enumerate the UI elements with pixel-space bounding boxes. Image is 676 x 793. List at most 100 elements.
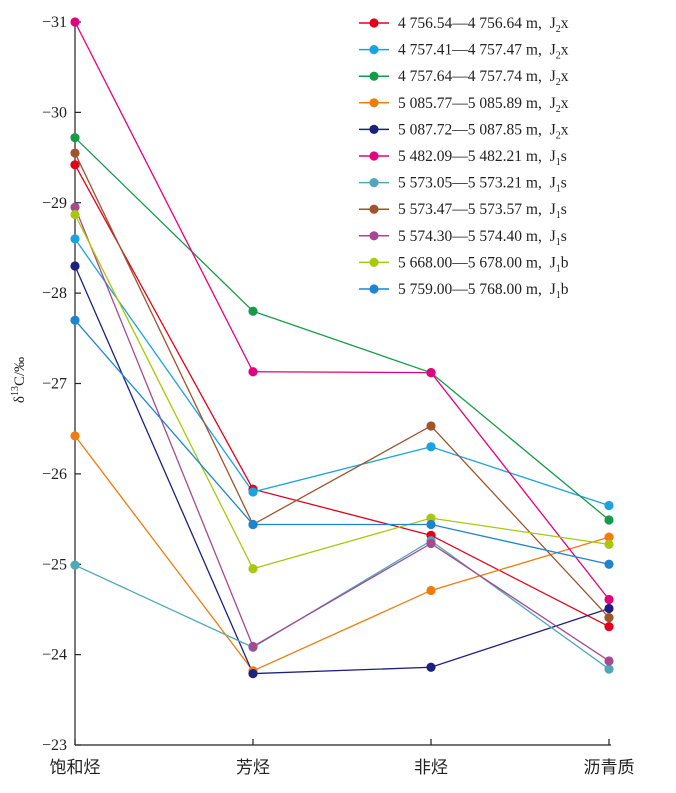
data-point [604,515,614,525]
series-line-2 [74,238,610,507]
series-line-4 [74,435,610,672]
series-line-11 [74,319,610,565]
data-point [604,664,614,674]
data-point [248,564,258,574]
data-point [70,133,80,143]
data-point [426,519,436,530]
legend-swatch-marker [369,45,379,55]
data-point [604,532,614,542]
series-lines [74,21,610,675]
data-point [426,442,436,452]
legend-item: 5 574.30—5 574.40 m, J1s [359,228,567,248]
data-point [70,202,80,212]
legend-swatch-marker [369,98,379,108]
series-line-10 [74,214,610,570]
data-point [604,500,614,511]
legend-swatch-marker [369,204,379,214]
y-tick-label: −28 [42,285,67,302]
data-point [248,669,258,679]
legend-label: 5 573.47—5 573.57 m, J1s [398,201,567,221]
legend-swatch-marker [369,124,379,134]
legend-item: 5 087.72—5 087.85 m, J2x [359,121,569,141]
data-point [604,559,614,569]
data-point [604,622,614,632]
legend-swatch-marker [369,178,379,188]
y-axis-title: δ13C/‰ [10,357,28,403]
y-tick-label: −29 [42,195,67,212]
data-point [604,612,614,623]
legend-item: 5 668.00—5 678.00 m, J1b [359,254,569,274]
data-point [248,367,258,377]
y-tick-label: −27 [42,376,67,393]
data-point [70,560,80,570]
data-point [70,160,80,170]
y-tick-label: −25 [42,556,67,573]
legend-label: 5 087.72—5 087.85 m, J2x [398,121,569,141]
data-point [248,306,258,316]
legend-label: 5 668.00—5 678.00 m, J1b [398,254,569,274]
y-tick-label: −23 [42,737,67,754]
data-point [426,421,436,431]
legend-label: 4 756.54—4 756.64 m, J2x [398,15,569,35]
legend-item: 5 573.47—5 573.57 m, J1s [359,201,567,221]
data-point [426,538,436,549]
y-axis-title-rest: C/‰ [12,357,28,386]
data-point [70,261,80,271]
data-point [248,519,258,530]
chart-axes: −31 −30 −29 −28 −27 −26 −25 −24 −23 饱和烃 芳烃 非烃 沥青质 [42,14,635,778]
y-axis-title-text: δ13C/‰ [10,357,28,403]
legend-item: 4 756.54—4 756.64 m, J2x [359,15,569,35]
y-axis-title-symbol: δ [12,396,28,403]
data-point [70,148,80,158]
legend-swatch-marker [369,284,379,294]
data-point [426,662,436,672]
x-category-label: 沥青质 [584,758,635,778]
legend-swatch-marker [369,18,379,28]
data-point [604,656,614,666]
y-tick-label: −26 [42,466,67,483]
series-line-7 [74,539,610,670]
data-point [70,315,80,325]
series-line-6 [74,21,610,600]
legend-swatch-marker [369,231,379,241]
series-line-8 [74,152,610,619]
series-points [70,17,614,679]
y-tick-label: −31 [42,14,67,31]
data-point [426,585,436,596]
series-line-9 [74,207,610,662]
data-point [248,641,258,652]
legend-item: 5 085.77—5 085.89 m, J2x [359,95,569,115]
series-line-3 [74,137,610,521]
legend-swatch-marker [369,257,379,267]
legend-swatch-marker [369,71,379,81]
legend-label: 4 757.41—4 757.47 m, J2x [398,42,569,62]
y-axis-title-superscript: 13 [10,386,21,396]
series-line-5 [74,265,610,675]
legend-label: 5 759.00—5 768.00 m, J1b [398,281,569,301]
y-tick-label: −24 [42,647,67,664]
legend-label: 5 482.09—5 482.21 m, J1s [398,148,567,168]
legend-item: 4 757.41—4 757.47 m, J2x [359,42,569,62]
legend-item: 5 759.00—5 768.00 m, J1b [359,281,569,301]
y-tick-label: −30 [42,104,67,121]
legend-item: 5 482.09—5 482.21 m, J1s [359,148,567,168]
legend-label: 5 085.77—5 085.89 m, J2x [398,95,569,115]
legend-item: 4 757.64—4 757.74 m, J2x [359,68,569,88]
legend-label: 5 573.05—5 573.21 m, J1s [398,175,567,195]
x-category-label: 芳烃 [236,758,270,778]
data-point [70,209,80,220]
data-point [70,17,80,27]
data-point [604,603,614,614]
data-point [426,368,436,378]
series-line-1 [74,164,610,628]
data-point [604,594,614,605]
x-category-label: 非烃 [414,758,448,778]
legend-item: 5 573.05—5 573.21 m, J1s [359,175,567,195]
legend-swatch-marker [369,151,379,161]
data-point [426,513,436,523]
data-point [70,431,80,441]
x-category-label: 饱和烃 [50,758,101,778]
legend-label: 5 574.30—5 574.40 m, J1s [398,228,567,248]
legend-label: 4 757.64—4 757.74 m, J2x [398,68,569,88]
